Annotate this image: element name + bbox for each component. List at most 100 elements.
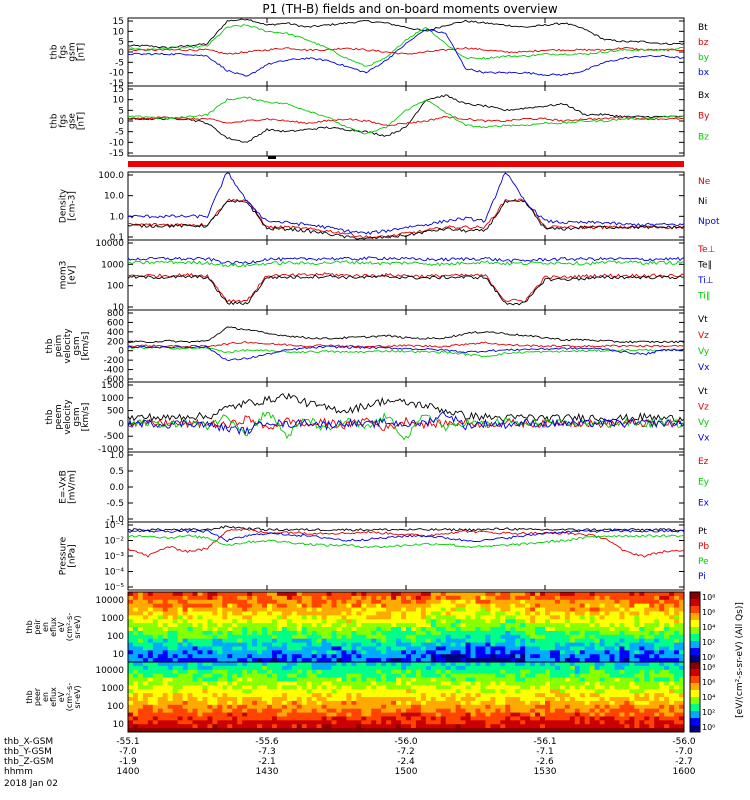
spectrogram-cell xyxy=(589,677,596,682)
spectrogram-cell xyxy=(559,677,566,682)
spectrogram-cell xyxy=(391,630,397,636)
spectrogram-cell xyxy=(222,638,228,643)
panel-ylabel: thbpeimvelocitygsm[km/s] xyxy=(45,328,91,364)
spectrogram-cell xyxy=(480,619,486,624)
spectrogram-cell xyxy=(222,704,228,710)
spectrogram-cell xyxy=(252,708,258,713)
spectrogram-cell xyxy=(301,728,308,733)
spectrogram-cell xyxy=(381,638,387,643)
spectrogram-cell xyxy=(257,595,263,601)
spectrogram-cell xyxy=(674,638,680,643)
spectrogram-cell xyxy=(376,623,382,628)
spectrogram-cell xyxy=(172,728,179,733)
spectrogram-cell xyxy=(167,708,174,713)
spectrogram-cell xyxy=(207,619,213,624)
spectrogram-cell xyxy=(286,623,293,628)
spectrogram-cell xyxy=(664,716,670,721)
spectrogram-cell xyxy=(415,677,422,682)
spectrogram-cell xyxy=(381,619,387,624)
spectrogram-cell xyxy=(609,634,615,640)
spectrogram-cell xyxy=(128,708,134,713)
spectrogram-cell xyxy=(579,712,586,717)
spectrogram-cell xyxy=(147,615,154,620)
spectrogram-cell xyxy=(391,669,397,675)
spectrogram-cell xyxy=(157,685,164,690)
spectrogram-cell xyxy=(540,642,546,647)
spectrogram-cell xyxy=(599,689,605,694)
spectrogram-cell xyxy=(157,697,164,702)
spectrogram-cell xyxy=(152,693,159,698)
spectrogram-cell xyxy=(679,697,685,702)
spectrogram-cell xyxy=(306,595,313,601)
spectrogram-cell xyxy=(321,704,327,710)
spectrogram-cell xyxy=(485,592,491,597)
spectrogram-cell xyxy=(460,677,466,682)
spectrogram-cell xyxy=(192,728,198,733)
spectrogram-cell xyxy=(664,673,670,678)
spectrogram-cell xyxy=(445,658,452,663)
spectrogram-cell xyxy=(326,697,332,702)
spectrogram-cell xyxy=(594,638,600,643)
spectrogram-cell xyxy=(559,611,566,616)
spectrogram-cell xyxy=(614,627,620,632)
spectrogram-cell xyxy=(401,669,407,675)
spectrogram-cell xyxy=(247,712,253,717)
spectrogram-cell xyxy=(311,716,318,721)
spectrogram-cell xyxy=(177,650,183,655)
spectrogram-cell xyxy=(470,685,476,690)
spectrogram-cell xyxy=(644,693,650,698)
spectrogram-cell xyxy=(584,650,591,655)
spectrogram-cell xyxy=(142,654,149,659)
spectrogram-cell xyxy=(545,677,551,682)
spectrogram-cell xyxy=(644,716,650,721)
spectrogram-cell xyxy=(495,592,501,597)
spectrogram-cell xyxy=(500,669,506,675)
spectrogram-cell xyxy=(396,630,402,636)
spectrogram-cell xyxy=(247,728,253,733)
spectrogram-cell xyxy=(480,665,486,671)
spectrogram-cell xyxy=(540,704,546,710)
spectrogram-cell xyxy=(182,716,188,721)
spectrogram-cell xyxy=(510,595,516,601)
spectrogram-cell xyxy=(445,724,452,729)
spectrogram-cell xyxy=(386,646,392,651)
spectrogram-cell xyxy=(490,677,496,682)
spectrogram-cell xyxy=(371,611,377,616)
spectrogram-cell xyxy=(535,611,541,616)
spectrogram-cell xyxy=(311,619,318,624)
spectrogram-cell xyxy=(197,607,203,612)
spectrogram-cell xyxy=(356,712,362,717)
spectrogram-cell xyxy=(659,607,665,612)
spectrogram-cell xyxy=(520,627,526,632)
spectrogram-cell xyxy=(162,630,169,636)
spectrogram-cell xyxy=(316,716,322,721)
spectrogram-cell xyxy=(549,681,556,686)
spectrogram-cell xyxy=(455,685,461,690)
spectrogram-cell xyxy=(569,642,576,647)
spectrogram-cell xyxy=(406,677,412,682)
spectrogram-cell xyxy=(147,658,154,663)
spectrogram-cell xyxy=(321,623,327,628)
spectrogram-cell xyxy=(152,642,159,647)
spectrogram-cell xyxy=(425,619,432,624)
panel-ylabel: Pressure[nPa] xyxy=(59,536,78,575)
spectrogram-cell xyxy=(470,665,476,671)
spectrogram-cell xyxy=(540,592,546,597)
spectrogram-cell xyxy=(212,693,218,698)
spectrogram-cell xyxy=(584,634,591,640)
spectrogram-cell xyxy=(396,650,402,655)
spectrogram-cell xyxy=(425,654,432,659)
spectrogram-cell xyxy=(564,607,571,612)
spectrogram-cell xyxy=(177,673,183,678)
spectrogram-cell xyxy=(217,720,223,725)
spectrogram-cell xyxy=(341,728,347,733)
spectrogram-cell xyxy=(366,724,372,729)
spectrogram-cell xyxy=(614,603,620,608)
spectrogram-cell xyxy=(415,642,422,647)
spectrogram-cell xyxy=(177,627,183,632)
spectrogram-cell xyxy=(341,693,347,698)
spectrogram-cell xyxy=(222,607,228,612)
spectrogram-cell xyxy=(286,627,293,632)
spectrogram-cell xyxy=(252,615,258,620)
spectrogram-cell xyxy=(262,627,268,632)
